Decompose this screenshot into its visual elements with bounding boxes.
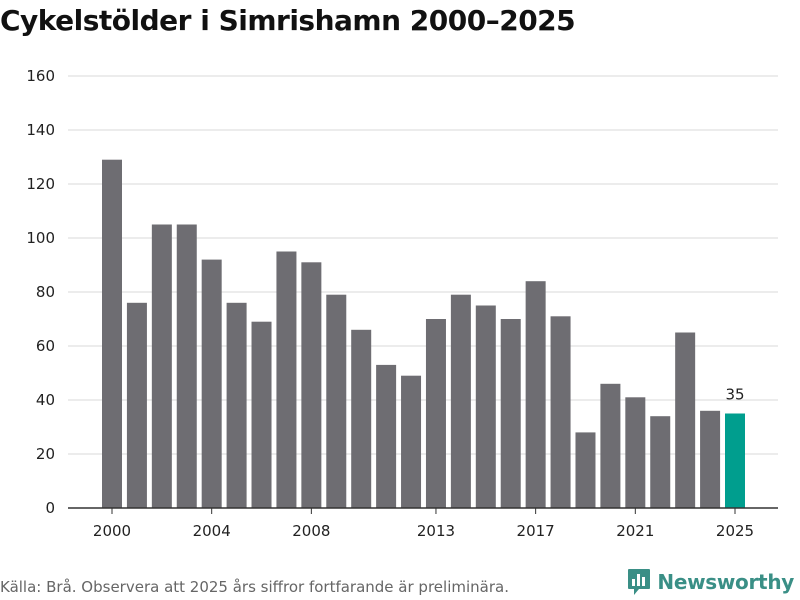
bar <box>450 294 471 508</box>
bar-highlight <box>725 413 745 508</box>
chart-title: Cykelstölder i Simrishamn 2000–2025 <box>0 4 576 37</box>
y-tick-label: 20 <box>36 445 55 463</box>
y-tick-label: 120 <box>26 175 55 193</box>
bar <box>650 416 671 508</box>
x-tick-label: 2025 <box>716 522 754 540</box>
bars <box>102 159 745 508</box>
y-tick-label: 0 <box>45 499 55 517</box>
y-tick-label: 100 <box>26 229 55 247</box>
bar <box>102 159 122 508</box>
y-tick-label: 40 <box>36 391 55 409</box>
bar <box>151 224 172 508</box>
data-label-highlight: 35 <box>725 386 744 404</box>
bar <box>700 410 721 508</box>
bar <box>401 375 422 508</box>
bar <box>625 397 646 508</box>
x-tick-label: 2008 <box>292 522 330 540</box>
bar <box>126 302 147 508</box>
x-tick-label: 2004 <box>193 522 231 540</box>
bar <box>475 305 496 508</box>
bar <box>600 383 621 508</box>
bar <box>176 224 197 508</box>
bar-chart-badge-icon <box>628 569 651 595</box>
bar <box>376 364 397 508</box>
bar <box>251 321 272 508</box>
bar <box>550 316 571 508</box>
grid-lines <box>68 75 778 455</box>
bar <box>351 329 372 508</box>
bar <box>301 262 322 508</box>
y-tick-label: 160 <box>26 67 55 85</box>
x-tick-label: 2000 <box>93 522 131 540</box>
source-note: Källa: Brå. Observera att 2025 års siffr… <box>0 578 509 596</box>
bar <box>575 432 596 508</box>
brand-logo[interactable]: Newsworthy <box>627 568 794 596</box>
y-tick-label: 80 <box>36 283 55 301</box>
bar <box>226 302 247 508</box>
x-tick-label: 2017 <box>517 522 555 540</box>
x-tick-label: 2013 <box>417 522 455 540</box>
labels: 0 20 40 60 80 100 120 140 160 2000 2004 2008 2013 201… <box>26 67 754 540</box>
bar <box>326 294 347 508</box>
y-tick-label: 140 <box>26 121 55 139</box>
bar <box>276 251 297 508</box>
bar <box>425 319 446 508</box>
y-tick-label: 60 <box>36 337 55 355</box>
bar <box>675 332 696 508</box>
x-tick-label: 2021 <box>616 522 654 540</box>
bar <box>201 259 222 508</box>
bar <box>525 281 546 508</box>
axes <box>68 507 778 514</box>
bar <box>500 319 521 508</box>
brand-name: Newsworthy <box>657 570 794 594</box>
